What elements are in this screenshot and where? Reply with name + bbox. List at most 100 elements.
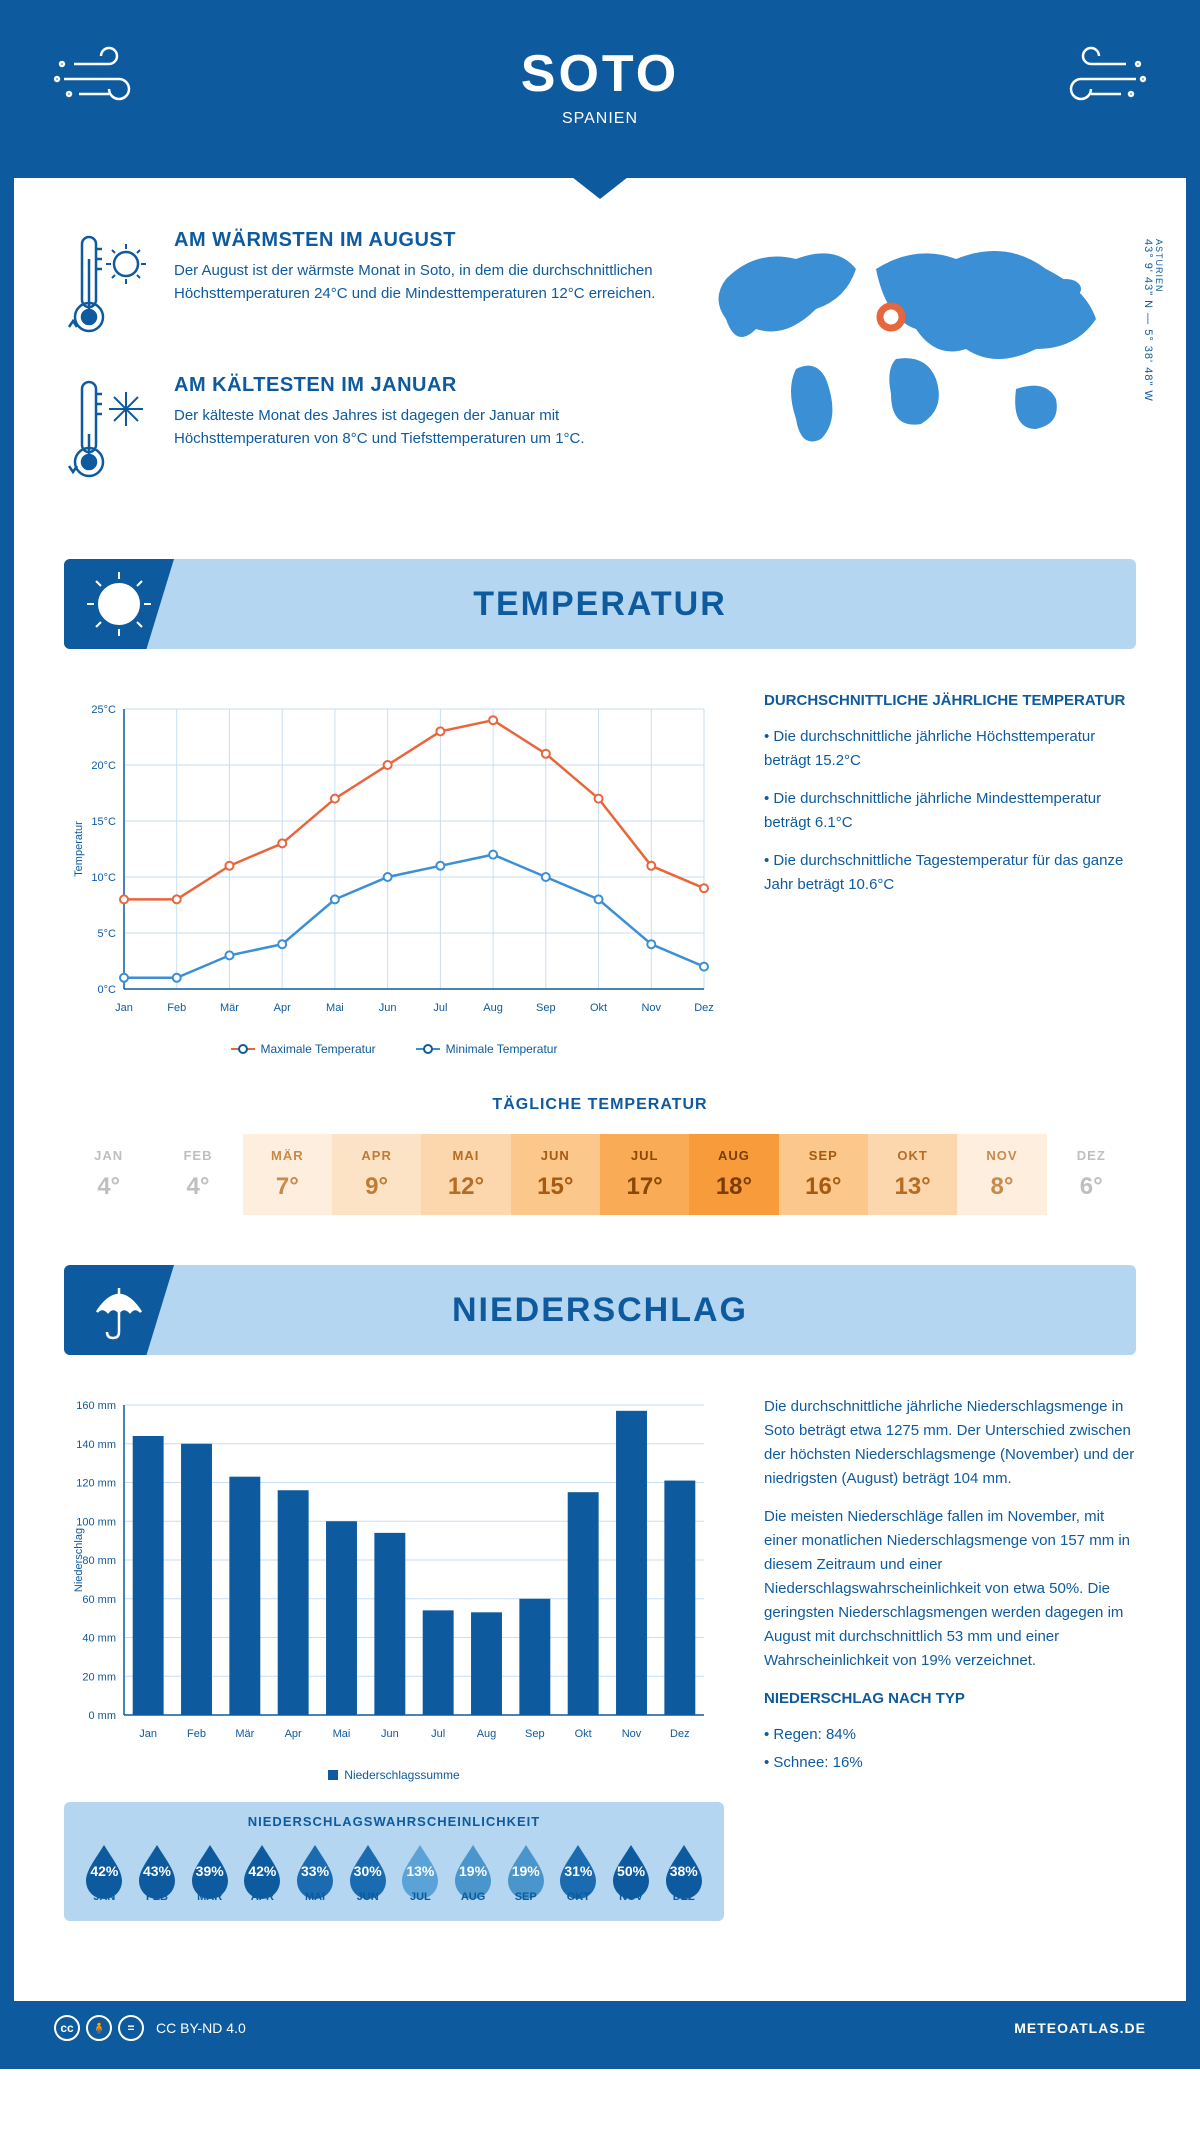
svg-text:Jun: Jun: [381, 1728, 399, 1740]
page-subtitle: SPANIEN: [14, 110, 1186, 128]
nd-icon: =: [118, 2015, 144, 2041]
svg-text:100 mm: 100 mm: [76, 1516, 116, 1528]
probability-drop: 31%OKT: [554, 1841, 603, 1903]
probability-drop: 19%AUG: [449, 1841, 498, 1903]
month-cell: DEZ6°: [1047, 1134, 1136, 1215]
license-text: CC BY-ND 4.0: [156, 2020, 246, 2036]
svg-text:0 mm: 0 mm: [89, 1710, 117, 1722]
fact-warm-title: AM WÄRMSTEN IM AUGUST: [174, 229, 666, 252]
svg-text:Niederschlag: Niederschlag: [73, 1528, 85, 1592]
footer: cc 🧍 = CC BY-ND 4.0 METEOATLAS.DE: [14, 2001, 1186, 2055]
svg-text:Okt: Okt: [575, 1728, 592, 1740]
month-cell: MAI12°: [421, 1134, 510, 1215]
precip-side-text: Die durchschnittliche jährliche Niedersc…: [764, 1395, 1136, 1921]
svg-text:Apr: Apr: [285, 1728, 302, 1740]
fact-cold-title: AM KÄLTESTEN IM JANUAR: [174, 374, 666, 397]
page-title: SOTO: [14, 44, 1186, 104]
probability-drop: 43%FEB: [133, 1841, 182, 1903]
temp-bullet-1: • Die durchschnittliche jährliche Mindes…: [764, 787, 1136, 835]
temp-side-text: DURCHSCHNITTLICHE JÄHRLICHE TEMPERATUR •…: [764, 689, 1136, 1056]
month-cell: JUL17°: [600, 1134, 689, 1215]
svg-text:Okt: Okt: [590, 1002, 607, 1014]
precipitation-probability-box: NIEDERSCHLAGSWAHRSCHEINLICHKEIT 42%JAN43…: [64, 1802, 724, 1921]
probability-drop: 19%SEP: [501, 1841, 550, 1903]
probability-drop: 13%JUL: [396, 1841, 445, 1903]
svg-text:Dez: Dez: [670, 1728, 690, 1740]
svg-text:160 mm: 160 mm: [76, 1400, 116, 1412]
thermometer-snow-icon: [64, 374, 154, 489]
temp-row: 0°C5°C10°C15°C20°C25°CJanFebMärAprMaiJun…: [64, 689, 1136, 1056]
section-header-precipitation: NIEDERSCHLAG: [64, 1265, 1136, 1355]
fact-warmest: AM WÄRMSTEN IM AUGUST Der August ist der…: [64, 229, 666, 344]
svg-text:80 mm: 80 mm: [82, 1555, 116, 1567]
svg-text:20 mm: 20 mm: [82, 1671, 116, 1683]
precip-type-title: NIEDERSCHLAG NACH TYP: [764, 1687, 1136, 1711]
svg-text:Dez: Dez: [694, 1002, 714, 1014]
legend-max: Maximale Temperatur: [261, 1042, 376, 1056]
precip-legend: Niederschlagssumme: [64, 1768, 724, 1782]
svg-text:Aug: Aug: [483, 1002, 503, 1014]
world-map: ASTURIEN 43° 9' 43" N — 5° 38' 48" W: [706, 229, 1136, 519]
svg-text:10°C: 10°C: [91, 872, 116, 884]
brand-text: METEOATLAS.DE: [1014, 2020, 1146, 2036]
svg-text:Mär: Mär: [235, 1728, 254, 1740]
month-cell: MÄR7°: [243, 1134, 332, 1215]
daily-temp-title: TÄGLICHE TEMPERATUR: [64, 1096, 1136, 1114]
probability-drop: 30%JUN: [343, 1841, 392, 1903]
probability-drop: 50%NOV: [607, 1841, 656, 1903]
temp-bullet-0: • Die durchschnittliche jährliche Höchst…: [764, 725, 1136, 773]
region-label: ASTURIEN: [1154, 239, 1164, 398]
facts-column: AM WÄRMSTEN IM AUGUST Der August ist der…: [64, 229, 666, 519]
svg-text:Aug: Aug: [477, 1728, 497, 1740]
svg-text:Nov: Nov: [622, 1728, 642, 1740]
month-cell: AUG18°: [689, 1134, 778, 1215]
temp-side-title: DURCHSCHNITTLICHE JÄHRLICHE TEMPERATUR: [764, 689, 1136, 713]
month-cell: JAN4°: [64, 1134, 153, 1215]
svg-text:Sep: Sep: [536, 1002, 556, 1014]
wind-icon-left: [54, 44, 164, 119]
precip-p2: Die meisten Niederschläge fallen im Nove…: [764, 1505, 1136, 1673]
cc-icons: cc 🧍 =: [54, 2015, 144, 2041]
header-chevron: [572, 177, 628, 199]
probability-drop: 42%APR: [238, 1841, 287, 1903]
legend-min: Minimale Temperatur: [446, 1042, 558, 1056]
precip-p1: Die durchschnittliche jährliche Niedersc…: [764, 1395, 1136, 1491]
svg-text:60 mm: 60 mm: [82, 1594, 116, 1606]
probability-drop: 38%DEZ: [659, 1841, 708, 1903]
month-cell: NOV8°: [957, 1134, 1046, 1215]
coord-lon: 5° 38' 48" W: [1142, 329, 1154, 402]
svg-text:40 mm: 40 mm: [82, 1633, 116, 1645]
svg-text:20°C: 20°C: [91, 760, 116, 772]
month-cell: APR9°: [332, 1134, 421, 1215]
svg-text:25°C: 25°C: [91, 704, 116, 716]
umbrella-icon: [64, 1265, 174, 1355]
coordinates: ASTURIEN 43° 9' 43" N — 5° 38' 48" W: [1142, 239, 1164, 402]
svg-text:Temperatur: Temperatur: [73, 821, 85, 877]
svg-text:Mai: Mai: [333, 1728, 351, 1740]
temp-legend: Maximale Temperatur Minimale Temperatur: [64, 1042, 724, 1056]
fact-cold-text: Der kälteste Monat des Jahres ist dagege…: [174, 405, 666, 450]
svg-text:Mär: Mär: [220, 1002, 239, 1014]
probability-drops: 42%JAN43%FEB39%MÄR42%APR33%MAI30%JUN13%J…: [80, 1841, 708, 1903]
svg-text:Feb: Feb: [167, 1002, 186, 1014]
temp-line-chart: 0°C5°C10°C15°C20°C25°CJanFebMärAprMaiJun…: [64, 689, 724, 1056]
precip-rain: • Regen: 84%: [764, 1723, 1136, 1747]
probability-drop: 33%MAI: [291, 1841, 340, 1903]
svg-text:Jan: Jan: [139, 1728, 157, 1740]
precip-snow: • Schnee: 16%: [764, 1751, 1136, 1775]
temp-bullet-2: • Die durchschnittliche Tagestemperatur …: [764, 849, 1136, 897]
thermometer-sun-icon: [64, 229, 154, 344]
content: AM WÄRMSTEN IM AUGUST Der August ist der…: [14, 199, 1186, 2001]
section-title-precip: NIEDERSCHLAG: [64, 1291, 1136, 1330]
section-title-temp: TEMPERATUR: [64, 585, 1136, 624]
svg-text:Mai: Mai: [326, 1002, 344, 1014]
svg-text:140 mm: 140 mm: [76, 1439, 116, 1451]
probability-drop: 39%MÄR: [185, 1841, 234, 1903]
svg-text:5°C: 5°C: [98, 928, 117, 940]
svg-text:0°C: 0°C: [98, 984, 117, 996]
wind-icon-right: [1036, 44, 1146, 119]
fact-coldest: AM KÄLTESTEN IM JANUAR Der kälteste Mona…: [64, 374, 666, 489]
svg-text:Feb: Feb: [187, 1728, 206, 1740]
month-cell: SEP16°: [779, 1134, 868, 1215]
legend-precip: Niederschlagssumme: [344, 1768, 459, 1782]
